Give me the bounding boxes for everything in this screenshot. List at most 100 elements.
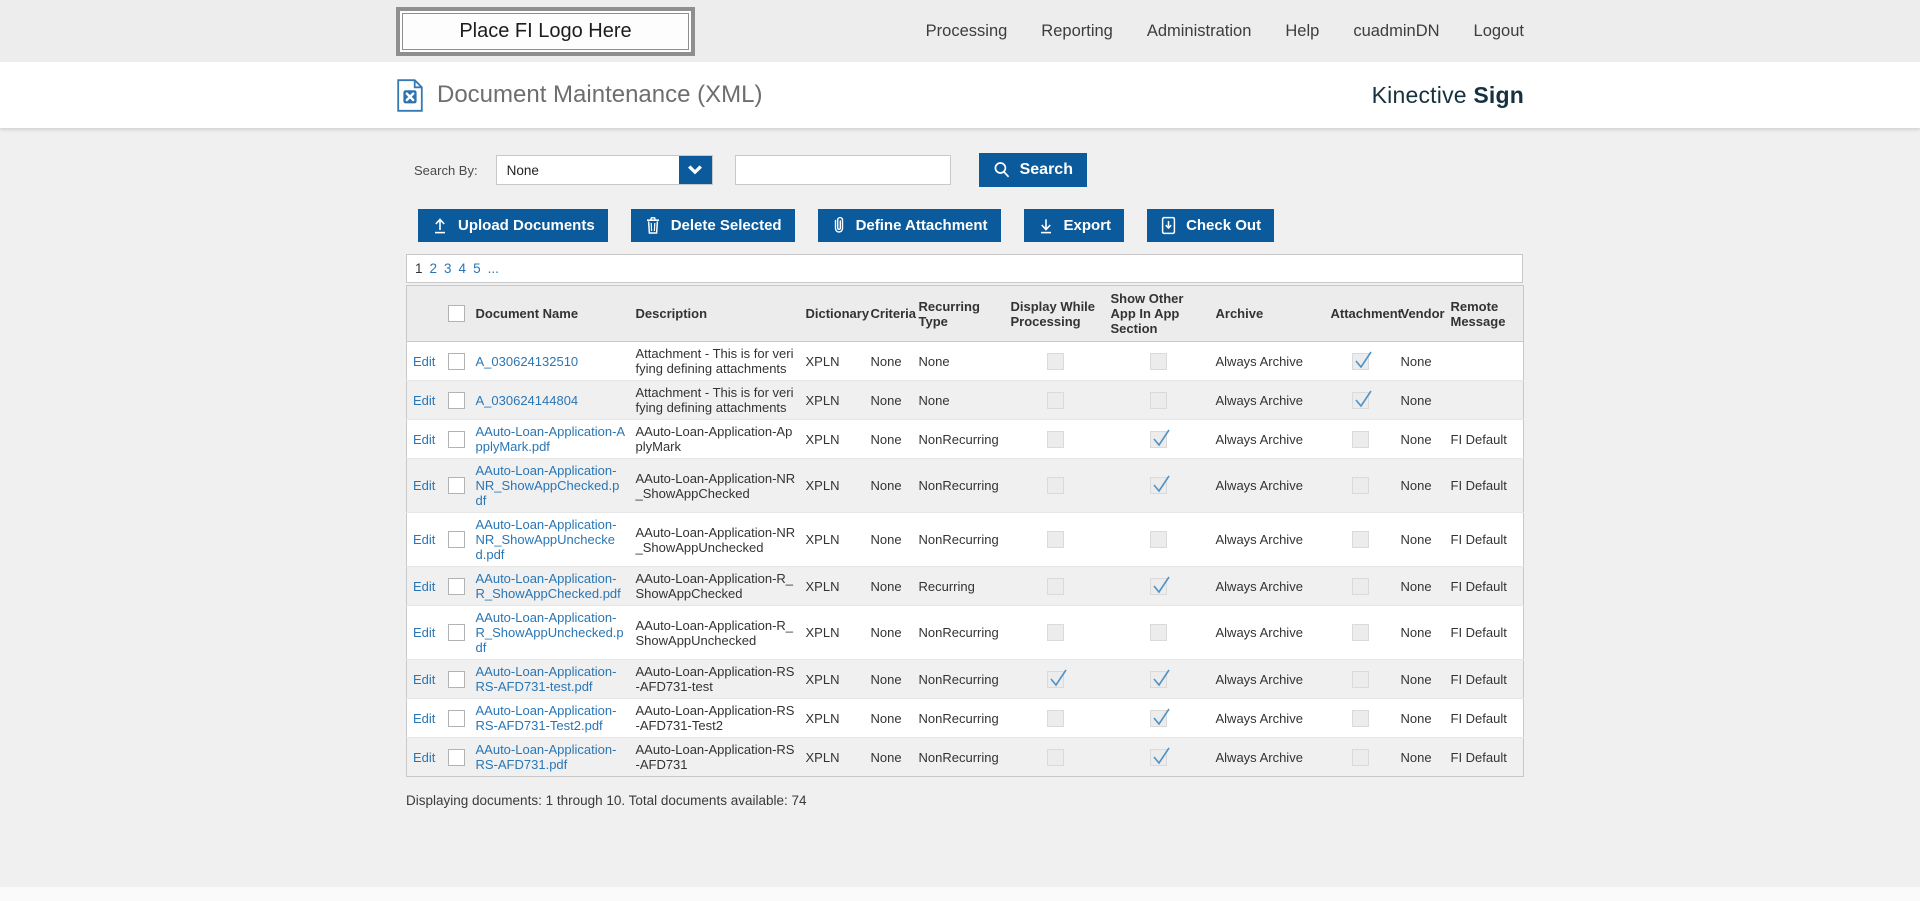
remote-message-cell: FI Default (1450, 478, 1507, 493)
brand-bold: Sign (1473, 81, 1524, 108)
document-name-link[interactable]: AAuto-Loan-Application-RS-AFD731-Test2.p… (475, 703, 617, 733)
remote-message-cell: FI Default (1450, 710, 1507, 726)
display-while-processing-checkbox (1047, 531, 1064, 549)
row-select-checkbox[interactable] (447, 577, 465, 595)
edit-link[interactable]: Edit (413, 392, 436, 408)
criteria-cell: None (870, 578, 902, 594)
dictionary-cell: XPLN (805, 353, 840, 369)
nav-item-help[interactable]: Help (1285, 21, 1320, 40)
pagination-page-5[interactable]: 5 (473, 261, 481, 276)
page-title: Document Maintenance (XML) (437, 81, 763, 108)
table-row: Edit AAuto-Loan-Application-NR_ShowAppUn… (406, 512, 1524, 567)
nav-item-logout[interactable]: Logout (1473, 21, 1524, 40)
remote-message-cell: FI Default (1450, 431, 1507, 447)
delete-selected-button[interactable]: Delete Selected (630, 209, 795, 242)
select-all-checkbox[interactable] (447, 305, 465, 323)
row-select-checkbox[interactable] (447, 352, 465, 370)
row-select-checkbox[interactable] (447, 430, 465, 448)
download-icon (1037, 216, 1055, 235)
document-name-link[interactable]: A_030624144804 (475, 392, 579, 408)
row-select-checkbox[interactable] (447, 709, 465, 727)
nav-item-processing[interactable]: Processing (925, 21, 1008, 40)
show-other-app-checkbox (1149, 391, 1167, 409)
display-while-processing-checkbox (1047, 709, 1064, 727)
table-row: Edit A_030624132510 Attachment - This is… (406, 341, 1524, 381)
export-label: Export (1063, 217, 1112, 234)
description-cell: AAuto-Loan-Application-R_ShowAppUnchecke… (635, 617, 794, 648)
edit-link[interactable]: Edit (413, 710, 436, 726)
top-nav-bar: Place FI Logo Here Processing Reporting Ad… (0, 0, 1920, 62)
pagination-page-4[interactable]: 4 (458, 261, 467, 276)
criteria-cell: None (870, 353, 902, 369)
edit-link[interactable]: Edit (413, 431, 436, 447)
row-select-checkbox[interactable] (447, 670, 465, 688)
search-icon (993, 161, 1011, 179)
search-by-selected-value: None (506, 162, 539, 178)
toolbar: Upload Documents Delete Selected Define (418, 209, 1524, 242)
remote-message-cell: FI Default (1450, 625, 1507, 640)
document-name-link[interactable]: AAuto-Loan-Application-R_ShowAppUnchecke… (475, 610, 624, 655)
remote-message-cell: FI Default (1450, 532, 1507, 547)
display-while-processing-checkbox (1047, 352, 1064, 370)
edit-link[interactable]: Edit (413, 532, 436, 547)
table-row: Edit AAuto-Loan-Application-ApplyMark.pd… (406, 419, 1524, 459)
upload-documents-button[interactable]: Upload Documents (418, 209, 608, 242)
criteria-cell: None (870, 392, 902, 408)
remote-message-cell (1445, 381, 1524, 420)
vendor-cell: None (1400, 532, 1432, 547)
archive-cell: Always Archive (1215, 625, 1303, 640)
dictionary-cell: XPLN (805, 671, 840, 687)
edit-link[interactable]: Edit (413, 353, 436, 369)
edit-link[interactable]: Edit (413, 625, 436, 640)
nav-item-reporting[interactable]: Reporting (1041, 21, 1113, 40)
define-attachment-button[interactable]: Define Attachment (817, 209, 1001, 242)
check-out-icon (1160, 216, 1177, 235)
document-name-link[interactable]: AAuto-Loan-Application-NR_ShowAppChecked… (475, 463, 620, 508)
show-other-app-checkbox (1149, 352, 1167, 370)
table-row: Edit AAuto-Loan-Application-RS-AFD731-Te… (406, 698, 1524, 738)
row-select-checkbox[interactable] (447, 391, 465, 409)
table-header-row: Document Name Description Dictionary Cri… (406, 285, 1524, 342)
edit-link[interactable]: Edit (413, 478, 436, 493)
header-display-while-processing: Display While Processing (1004, 285, 1105, 342)
display-while-processing-checkbox (1047, 577, 1064, 595)
pagination-page-2[interactable]: 2 (429, 261, 438, 276)
check-out-button[interactable]: Check Out (1147, 209, 1275, 242)
chevron-down-icon[interactable] (678, 156, 712, 184)
document-name-link[interactable]: A_030624132510 (475, 353, 579, 369)
brand-regular: Kinective (1371, 81, 1474, 108)
row-select-checkbox[interactable] (447, 624, 465, 642)
display-while-processing-checkbox (1047, 391, 1064, 409)
row-select-checkbox[interactable] (447, 531, 465, 549)
archive-cell: Always Archive (1215, 353, 1303, 369)
recurring-type-cell: NonRecurring (918, 431, 999, 447)
show-other-app-checkbox (1149, 747, 1170, 766)
define-attachment-label: Define Attachment (855, 217, 988, 234)
document-name-link[interactable]: AAuto-Loan-Application-NR_ShowAppUncheck… (475, 517, 617, 562)
search-button[interactable]: Search (978, 153, 1087, 187)
edit-link[interactable]: Edit (413, 671, 436, 687)
nav-item-cuadmindn[interactable]: cuadminDN (1353, 21, 1440, 40)
document-name-link[interactable]: AAuto-Loan-Application-R_ShowAppChecked.… (475, 571, 621, 601)
search-input[interactable] (734, 155, 951, 185)
show-other-app-checkbox (1149, 708, 1170, 727)
recurring-type-cell: NonRecurring (918, 532, 999, 547)
pagination-ellipsis: ... (487, 261, 499, 276)
document-name-link[interactable]: AAuto-Loan-Application-RS-AFD731-test.pd… (475, 664, 617, 694)
document-name-link[interactable]: AAuto-Loan-Application-RS-AFD731.pdf (475, 742, 617, 772)
description-cell: AAuto-Loan-Application-RS-AFD731-test (635, 664, 795, 694)
search-by-dropdown[interactable]: None (495, 155, 713, 185)
edit-link[interactable]: Edit (413, 749, 436, 765)
nav-item-administration[interactable]: Administration (1146, 21, 1252, 40)
document-name-link[interactable]: AAuto-Loan-Application-ApplyMark.pdf (475, 424, 626, 454)
search-row: Search By: None Search (414, 153, 1524, 187)
edit-link[interactable]: Edit (413, 578, 436, 594)
row-select-checkbox[interactable] (447, 477, 465, 495)
archive-cell: Always Archive (1215, 578, 1303, 594)
export-button[interactable]: Export (1023, 209, 1125, 242)
row-select-checkbox[interactable] (447, 748, 465, 766)
attachment-checkbox (1352, 748, 1369, 766)
pagination-page-3[interactable]: 3 (444, 261, 452, 276)
